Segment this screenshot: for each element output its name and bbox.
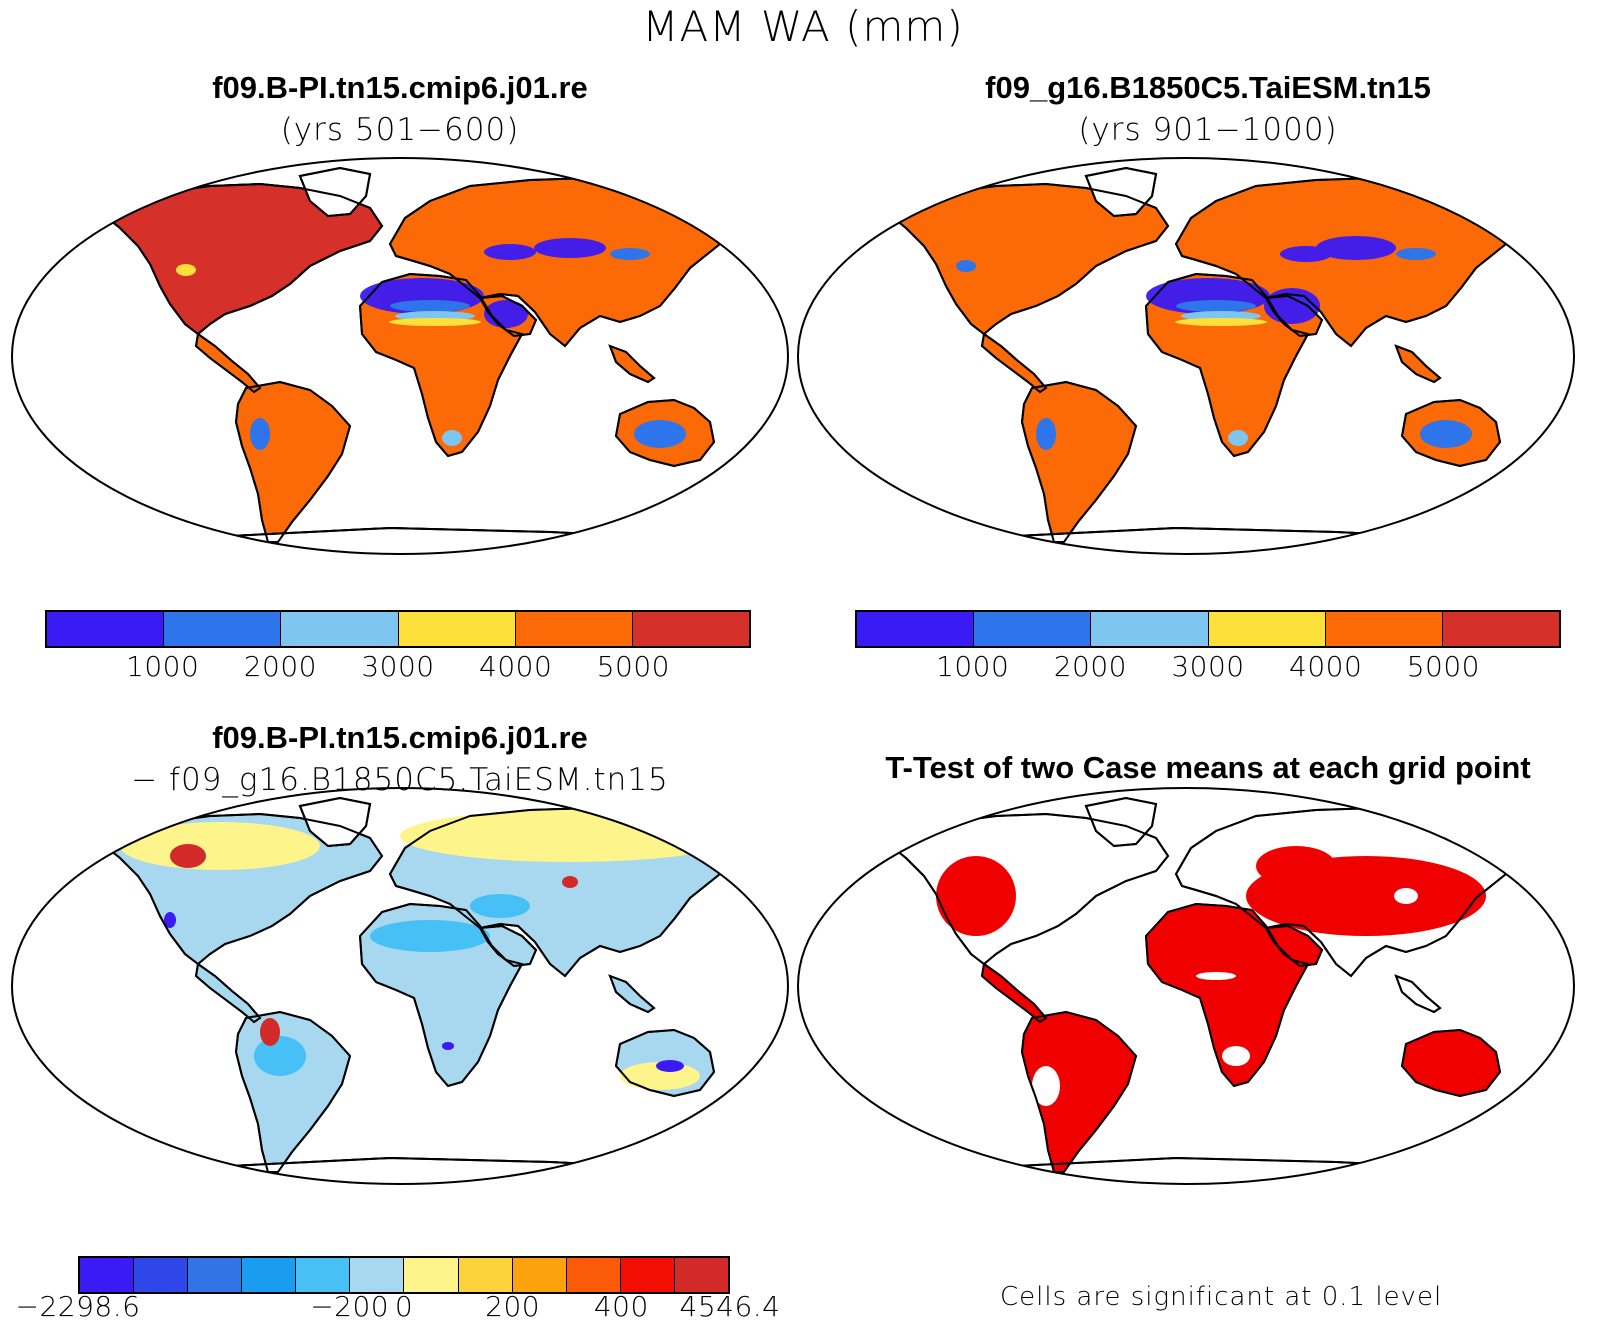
colorbar-bottom-left-tick-label: −2298.6 bbox=[15, 1290, 141, 1323]
colorbar-top-left-swatch bbox=[398, 612, 516, 646]
map-bottom-left bbox=[11, 787, 789, 1185]
panel-bottom-left-title: f09.B-PI.tn15.cmip6.j01.re bbox=[212, 720, 588, 755]
map-top-right bbox=[797, 157, 1575, 555]
colorbar-bottom-left-swatch bbox=[242, 1258, 297, 1292]
colorbar-top-right-swatch bbox=[1091, 612, 1209, 646]
colorbar-bottom-left-swatch bbox=[566, 1258, 621, 1292]
colorbar-top-left bbox=[45, 610, 751, 648]
colorbar-top-right-labels: 1000 2000 3000 4000 5000 bbox=[855, 650, 1561, 690]
colorbar-top-right-swatch bbox=[1325, 612, 1443, 646]
panel-top-right-subtitle: (yrs 901−1000) bbox=[1078, 112, 1338, 148]
colorbar-top-left-swatch bbox=[632, 612, 750, 646]
colorbar-top-left-swatch bbox=[515, 612, 633, 646]
colorbar-bottom-left-tick-label: 0 bbox=[394, 1290, 414, 1323]
colorbar-bottom-left-swatch bbox=[134, 1258, 189, 1292]
colorbar-bottom-left-tick-label: 400 bbox=[593, 1290, 649, 1323]
panel-top-right-title: f09_g16.B1850C5.TaiESM.tn15 bbox=[985, 70, 1431, 105]
colorbar-top-right-swatch bbox=[1208, 612, 1326, 646]
colorbar-bottom-left-swatch bbox=[404, 1258, 459, 1292]
colorbar-top-right-swatch bbox=[974, 612, 1092, 646]
colorbar-top-right-tick-label: 5000 bbox=[1406, 650, 1480, 683]
colorbar-bottom-left-swatch bbox=[350, 1258, 405, 1292]
colorbar-top-left-swatch bbox=[164, 612, 282, 646]
colorbar-top-left-labels: 1000 2000 3000 4000 5000 bbox=[45, 650, 751, 690]
colorbar-bottom-left-swatch bbox=[674, 1258, 728, 1292]
colorbar-top-left-tick-label: 5000 bbox=[596, 650, 670, 683]
colorbar-bottom-left-labels: −2298.6 −200 0 200 400 4546.4 bbox=[16, 1290, 780, 1326]
colorbar-bottom-left-tick-label: −200 bbox=[310, 1290, 390, 1323]
colorbar-top-right-tick-label: 2000 bbox=[1053, 650, 1127, 683]
colorbar-top-left-tick-label: 3000 bbox=[361, 650, 435, 683]
panel-top-left-title: f09.B-PI.tn15.cmip6.j01.re bbox=[212, 70, 588, 105]
figure-title: MAM WA (mm) bbox=[642, 2, 964, 51]
colorbar-bottom-left-swatch bbox=[80, 1258, 135, 1292]
colorbar-top-left-swatch bbox=[47, 612, 165, 646]
colorbar-top-right-tick-label: 4000 bbox=[1289, 650, 1363, 683]
colorbar-top-left-tick-label: 2000 bbox=[243, 650, 317, 683]
panel-bottom-right-title: T-Test of two Case means at each grid po… bbox=[885, 750, 1531, 785]
map-bottom-right bbox=[797, 787, 1575, 1185]
colorbar-bottom-left-tick-label: 4546.4 bbox=[679, 1290, 781, 1323]
colorbar-top-left-swatch bbox=[281, 612, 399, 646]
colorbar-top-left-tick-label: 1000 bbox=[126, 650, 200, 683]
colorbar-bottom-left bbox=[78, 1256, 730, 1294]
panel-bottom-left-subtitle: − f09_g16.B1850C5.TaiESM.tn15 bbox=[131, 762, 669, 798]
colorbar-top-right-swatch bbox=[1442, 612, 1560, 646]
colorbar-top-right-swatch bbox=[857, 612, 975, 646]
colorbar-bottom-left-swatch bbox=[458, 1258, 513, 1292]
colorbar-top-left-tick-label: 4000 bbox=[479, 650, 553, 683]
significance-note: Cells are significant at 0.1 level bbox=[1000, 1282, 1443, 1312]
colorbar-bottom-left-swatch bbox=[620, 1258, 675, 1292]
colorbar-bottom-left-swatch bbox=[296, 1258, 351, 1292]
colorbar-bottom-left-tick-label: 200 bbox=[485, 1290, 541, 1323]
panel-top-left-subtitle: (yrs 501−600) bbox=[280, 112, 520, 148]
colorbar-top-right-tick-label: 1000 bbox=[936, 650, 1010, 683]
colorbar-bottom-left-swatch bbox=[188, 1258, 243, 1292]
colorbar-top-right bbox=[855, 610, 1561, 648]
colorbar-bottom-left-swatch bbox=[512, 1258, 567, 1292]
map-top-left bbox=[11, 157, 789, 555]
colorbar-top-right-tick-label: 3000 bbox=[1171, 650, 1245, 683]
